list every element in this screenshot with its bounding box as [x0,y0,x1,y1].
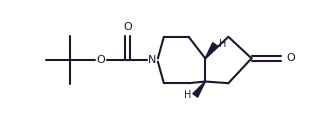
Polygon shape [193,81,205,97]
Polygon shape [205,43,217,58]
Text: H: H [184,90,191,100]
Text: N: N [148,55,157,65]
Text: O: O [123,22,132,32]
Text: O: O [286,53,295,63]
Text: O: O [97,55,105,65]
Text: H: H [219,39,227,49]
